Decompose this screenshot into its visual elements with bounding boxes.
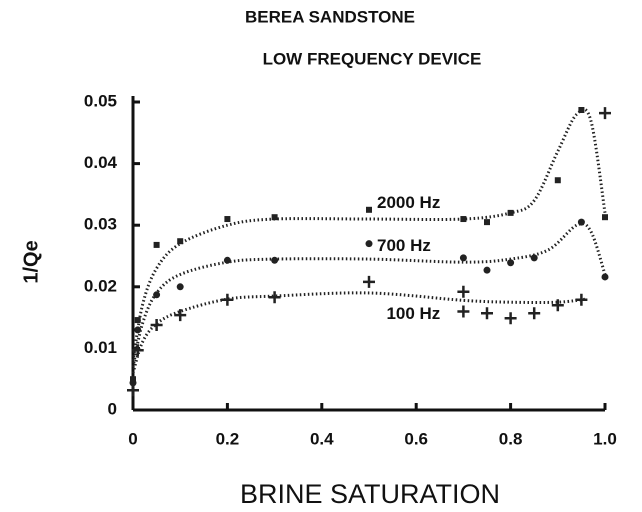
marker-circle xyxy=(271,256,279,264)
marker-square xyxy=(153,241,160,248)
marker-plus xyxy=(457,285,470,298)
marker-plus xyxy=(174,309,187,322)
marker-plus xyxy=(127,384,139,397)
marker-square xyxy=(507,209,514,216)
marker-circle xyxy=(601,273,609,281)
marker-square xyxy=(271,214,278,221)
y-tick-label: 0 xyxy=(108,399,117,418)
marker-square xyxy=(578,107,585,114)
marker-square xyxy=(554,177,561,184)
marker-circle xyxy=(223,256,231,264)
marker-plus xyxy=(551,299,564,312)
marker-square xyxy=(177,238,184,245)
series-label: 100 Hz xyxy=(386,304,440,323)
x-tick-label: 0 xyxy=(128,429,137,448)
x-axis-label: BRINE SATURATION xyxy=(240,479,500,509)
y-tick-label: 0.03 xyxy=(84,215,117,234)
x-tick-label: 1.0 xyxy=(593,429,617,448)
chart-subtitle: LOW FREQUENCY DEVICE xyxy=(263,49,482,68)
marker-plus xyxy=(528,307,541,320)
marker-square xyxy=(484,219,490,226)
marker-circle xyxy=(577,218,585,226)
marker-circle xyxy=(483,266,491,274)
marker-plus xyxy=(150,318,163,331)
marker-plus xyxy=(131,344,144,357)
chart-title: BEREA SANDSTONE xyxy=(245,7,415,26)
marker-square xyxy=(134,317,141,324)
marker-plus xyxy=(575,293,588,306)
marker-square xyxy=(130,376,136,383)
marker-circle xyxy=(129,379,137,387)
fit-curve xyxy=(131,107,607,361)
marker-circle xyxy=(134,326,142,334)
y-tick-label: 0.05 xyxy=(84,91,117,110)
x-tick-label: 0.6 xyxy=(404,429,428,448)
series-label: 700 Hz xyxy=(377,236,431,255)
marker-circle xyxy=(530,254,538,262)
y-tick-label: 0.01 xyxy=(84,338,117,357)
marker-plus xyxy=(457,305,470,318)
marker-plus xyxy=(504,312,517,325)
fit-curve xyxy=(131,291,587,374)
x-tick-label: 0.4 xyxy=(310,429,334,448)
marker-plus xyxy=(481,307,493,320)
marker-plus xyxy=(268,291,281,304)
marker-square xyxy=(224,216,231,223)
marker-square xyxy=(366,206,372,213)
marker-square xyxy=(602,214,608,221)
marker-circle xyxy=(507,259,515,267)
series-label: 2000 Hz xyxy=(377,193,440,212)
marker-circle xyxy=(365,240,373,248)
marker-circle xyxy=(176,283,184,291)
marker-plus xyxy=(221,293,234,306)
x-tick-label: 0.2 xyxy=(216,429,240,448)
y-axis-label: 1/Qe xyxy=(20,240,42,283)
marker-circle xyxy=(153,291,161,299)
y-tick-label: 0.04 xyxy=(84,153,118,172)
marker-circle xyxy=(459,254,467,262)
marker-square xyxy=(460,216,467,223)
marker-plus xyxy=(599,107,611,120)
x-tick-label: 0.8 xyxy=(499,429,523,448)
y-tick-label: 0.02 xyxy=(84,276,117,295)
marker-plus xyxy=(363,275,375,288)
